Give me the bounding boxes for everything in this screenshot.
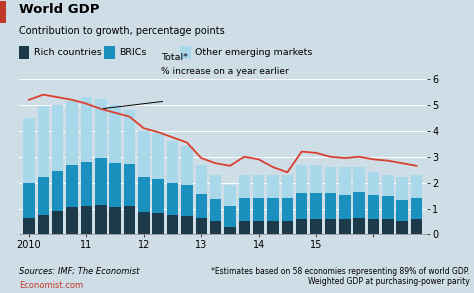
Bar: [396, 221, 408, 234]
Bar: [153, 134, 164, 179]
Bar: [382, 196, 393, 219]
Text: World GDP: World GDP: [19, 3, 100, 16]
Bar: [81, 206, 92, 234]
Bar: [210, 175, 221, 199]
Text: Rich countries: Rich countries: [34, 48, 102, 57]
Bar: [310, 165, 322, 193]
Bar: [238, 175, 250, 198]
Bar: [411, 219, 422, 234]
Bar: [354, 167, 365, 193]
Bar: [411, 175, 422, 198]
Bar: [267, 198, 279, 222]
Bar: [124, 164, 135, 206]
Bar: [368, 219, 379, 234]
Text: % increase on a year earlier: % increase on a year earlier: [161, 67, 289, 76]
Bar: [37, 178, 49, 215]
Bar: [238, 198, 250, 222]
Bar: [181, 216, 192, 234]
Text: BRICs: BRICs: [119, 48, 147, 57]
Bar: [296, 165, 308, 193]
Bar: [37, 215, 49, 234]
Bar: [153, 179, 164, 213]
Bar: [368, 195, 379, 219]
Bar: [52, 211, 64, 234]
Bar: [411, 198, 422, 219]
Bar: [23, 183, 35, 218]
Bar: [181, 185, 192, 216]
Bar: [310, 219, 322, 234]
Bar: [282, 222, 293, 234]
Bar: [396, 200, 408, 221]
Bar: [339, 167, 351, 195]
Bar: [282, 198, 293, 222]
Bar: [325, 167, 336, 193]
Bar: [167, 215, 178, 234]
Bar: [52, 171, 64, 211]
Bar: [181, 146, 192, 185]
Bar: [354, 218, 365, 234]
Bar: [195, 218, 207, 234]
Bar: [224, 206, 236, 227]
Bar: [37, 106, 49, 178]
Bar: [224, 185, 236, 206]
Bar: [124, 110, 135, 164]
Bar: [310, 193, 322, 219]
Bar: [81, 97, 92, 162]
Bar: [253, 198, 264, 222]
Bar: [253, 222, 264, 234]
Text: Other emerging markets: Other emerging markets: [195, 48, 313, 57]
Bar: [382, 175, 393, 196]
Bar: [296, 219, 308, 234]
Bar: [210, 222, 221, 234]
Bar: [95, 158, 107, 205]
Bar: [23, 118, 35, 183]
Text: Economist.com: Economist.com: [19, 281, 83, 290]
Bar: [52, 105, 64, 171]
Bar: [238, 222, 250, 234]
Bar: [124, 206, 135, 234]
Bar: [282, 175, 293, 198]
Bar: [195, 194, 207, 218]
Bar: [95, 98, 107, 158]
Bar: [81, 162, 92, 206]
Bar: [109, 207, 121, 234]
Bar: [138, 212, 150, 234]
Bar: [354, 193, 365, 218]
Bar: [325, 219, 336, 234]
Bar: [368, 172, 379, 195]
Bar: [167, 141, 178, 183]
Bar: [109, 163, 121, 207]
Text: *Estimates based on 58 economies representing 89% of world GDP.
Weighted GDP at : *Estimates based on 58 economies represe…: [210, 267, 469, 286]
Bar: [109, 105, 121, 163]
Bar: [396, 177, 408, 200]
Bar: [296, 193, 308, 219]
Bar: [95, 205, 107, 234]
Text: Total*: Total*: [161, 52, 188, 62]
Bar: [138, 178, 150, 212]
Bar: [210, 199, 221, 222]
Bar: [195, 165, 207, 194]
Text: Contribution to growth, percentage points: Contribution to growth, percentage point…: [19, 26, 225, 36]
Bar: [267, 175, 279, 198]
Bar: [153, 213, 164, 234]
Bar: [267, 222, 279, 234]
Bar: [138, 131, 150, 178]
Bar: [253, 175, 264, 198]
Bar: [167, 183, 178, 215]
Bar: [66, 101, 78, 165]
Bar: [339, 219, 351, 234]
Bar: [339, 195, 351, 219]
Bar: [224, 227, 236, 234]
Text: Sources: IMF; The Economist: Sources: IMF; The Economist: [19, 267, 139, 276]
Bar: [382, 219, 393, 234]
Bar: [23, 218, 35, 234]
Bar: [66, 207, 78, 234]
Bar: [325, 193, 336, 219]
Bar: [66, 165, 78, 207]
